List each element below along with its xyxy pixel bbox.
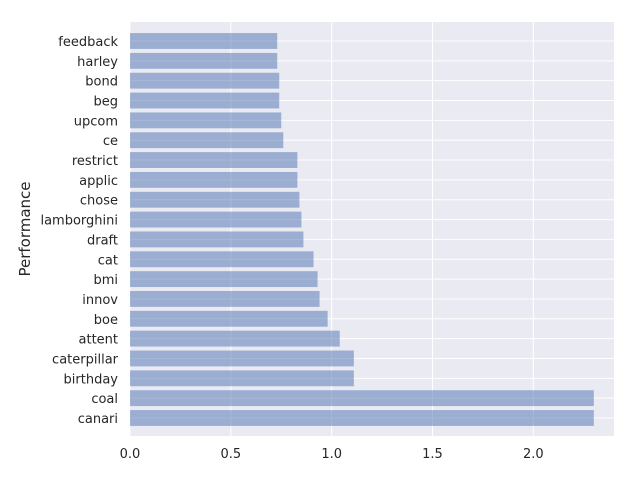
y-tick-label-harley: harley (77, 55, 118, 70)
y-tick-label-bmi: bmi (93, 273, 118, 288)
y-tick-label-caterpillar: caterpillar (52, 352, 119, 367)
y-tick-label-cat: cat (98, 253, 118, 268)
bar-ce (130, 132, 284, 149)
bar-draft (130, 231, 304, 248)
y-tick-label-coal: coal (91, 392, 118, 407)
bar-cat (130, 251, 314, 268)
y-tick-label-innov: innov (82, 293, 118, 308)
y-tick-label-ce: ce (103, 134, 118, 149)
bar-boe (130, 310, 328, 327)
bar-birthday (130, 370, 354, 387)
y-tick-label-boe: boe (94, 313, 118, 328)
y-tick-label-chose: chose (80, 194, 118, 209)
bar-restrict (130, 152, 298, 168)
y-tick-label-bond: bond (85, 75, 118, 90)
bar-applic (130, 171, 298, 188)
y-tick-label-upcom: upcom (74, 114, 118, 129)
x-tick-label: 0.0 (120, 447, 141, 462)
y-tick-label-beg: beg (93, 95, 118, 110)
bar-harley (130, 52, 278, 69)
y-tick-label-restrict: restrict (72, 154, 118, 169)
bar-bond (130, 72, 280, 89)
y-tick-label-draft: draft (87, 233, 118, 248)
bar-lamborghini (130, 211, 302, 228)
bar-canari (130, 410, 594, 426)
x-tick-label: 2.0 (523, 447, 544, 462)
x-tick-label: 1.0 (321, 447, 342, 462)
bar-beg (130, 92, 280, 109)
y-tick-label-birthday: birthday (64, 372, 119, 387)
bar-feedback (130, 33, 278, 49)
x-tick-label: 1.5 (422, 447, 443, 462)
bar-chose (130, 191, 300, 208)
y-tick-labels: canari coal birthday caterpillar attent boe in… (40, 35, 118, 427)
y-tick-label-attent: attent (79, 333, 119, 348)
bar-upcom (130, 112, 282, 129)
bar-coal (130, 390, 594, 407)
bar-bmi (130, 271, 318, 288)
bar-attent (130, 330, 340, 347)
x-tick-label: 0.5 (220, 447, 241, 462)
bars (130, 33, 594, 426)
y-tick-label-feedback: feedback (58, 35, 118, 50)
y-tick-label-canari: canari (78, 412, 118, 427)
bar-innov (130, 291, 320, 307)
y-tick-label-lamborghini: lamborghini (40, 214, 118, 229)
y-tick-label-applic: applic (79, 174, 118, 189)
x-tick-labels: 0.0 0.5 1.0 1.5 2.0 (120, 447, 544, 462)
y-axis-label: Performance (16, 181, 34, 276)
bar-caterpillar (130, 350, 354, 367)
